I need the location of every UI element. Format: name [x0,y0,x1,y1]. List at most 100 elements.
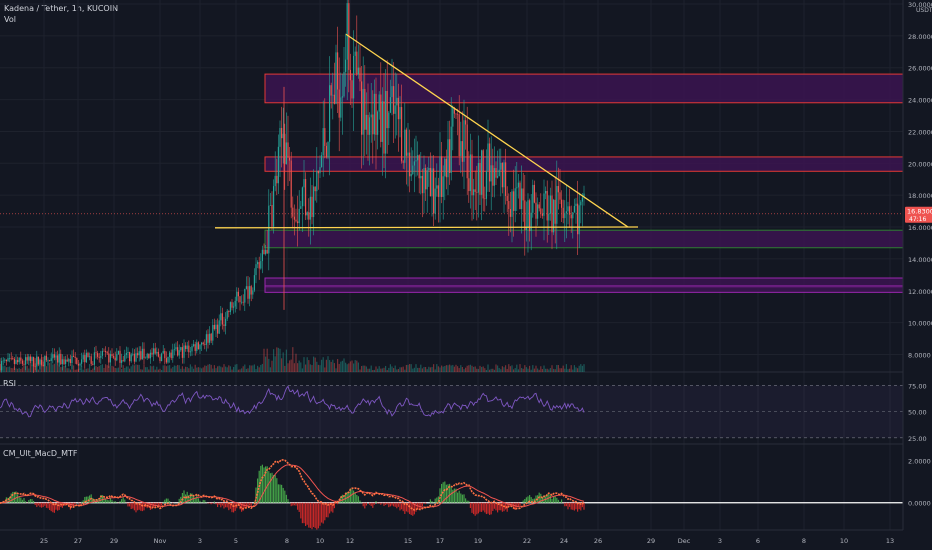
macd-histogram-bar [385,502,387,505]
candle-body [4,359,6,361]
volume-bar [519,364,521,372]
candle-body [31,357,33,361]
macd-histogram-bar [185,494,187,503]
volume-bar [548,369,550,372]
macd-histogram-bar [242,502,244,511]
volume-bar [369,368,371,372]
candle-body [567,206,569,212]
candle-body [357,67,359,75]
macd-histogram-bar [31,499,33,503]
candle-body [431,168,433,197]
macd-histogram-bar [129,502,131,507]
volume-bar [498,367,500,372]
candle-body [439,156,441,197]
volume-bar [489,369,491,372]
macd-histogram-bar [356,495,358,503]
macd-histogram-bar [119,501,121,503]
candle-body [489,143,491,182]
candle-body [133,353,135,362]
candle-body [345,59,347,72]
candle-body [415,160,417,162]
macd-histogram-bar [284,490,286,503]
candle-body [132,353,134,355]
candle-body [273,186,275,227]
candle-body [361,81,363,135]
candle-body [180,347,182,351]
macd-histogram-bar [141,502,143,512]
volume-bar [394,365,396,372]
macd-histogram-bar [372,502,374,508]
macd-histogram-bar [468,500,470,503]
volume-bar [18,367,20,372]
candle-body [492,165,494,186]
candle-body [117,350,119,355]
volume-bar [213,365,215,372]
volume-bar [20,369,22,372]
volume-bar [173,365,175,372]
candle-body [449,139,451,174]
volume-bar [527,368,529,372]
volume-bar [100,364,102,372]
volume-bar [165,366,167,372]
candle-body [213,324,215,330]
volume-bar [111,365,113,372]
macd-histogram-bar [138,502,140,510]
macd-histogram-bar [50,502,52,512]
candle-body [437,185,439,197]
candle-body [108,353,110,363]
macd-histogram-bar [15,491,17,503]
candle-body [298,208,300,224]
macd-histogram-bar [197,498,199,503]
volume-bar [269,367,271,372]
candle-body [522,188,524,201]
candle-body [485,170,487,199]
volume-bar [121,368,123,372]
candle-body [580,201,582,206]
candle-body [391,86,393,98]
macd-histogram-bar [485,502,487,515]
volume-bar [236,364,238,372]
macd-histogram-bar [132,502,134,509]
macd-histogram-bar [500,502,502,511]
volume-bar [28,368,30,372]
volume-bar [191,366,193,372]
candle-body [170,352,172,359]
macd-histogram-bar [233,502,235,513]
time-tick-label: 29 [110,537,118,545]
macd-histogram-bar [167,498,169,503]
candle-body [506,195,508,202]
volume-bar [276,347,278,372]
price-tick-label: 30.0000 [908,1,932,9]
candle-body [101,350,103,356]
macd-histogram-bar [106,499,108,503]
volume-bar [349,361,351,372]
macd-histogram-bar [281,484,283,503]
candle-body [292,207,294,217]
volume-bar [159,368,161,372]
macd-histogram-bar [290,502,292,507]
volume-bar [434,369,436,372]
candle-body [49,360,51,361]
macd-histogram-bar [241,502,243,512]
volume-bar [389,364,391,372]
volume-bar [308,360,310,372]
candle-body [229,302,231,313]
macd-histogram-bar [293,502,295,506]
macd-histogram-bar [404,502,406,514]
volume-bar [468,365,470,372]
macd-histogram-bar [561,499,563,503]
candle-body [20,357,22,361]
volume-bar [317,364,319,372]
time-tick-label: 26 [594,537,602,545]
macd-histogram-bar [55,502,57,510]
macd-histogram-bar [553,496,555,503]
candle-body [516,187,518,189]
macd-histogram-bar [266,466,268,503]
candle-body [303,179,305,188]
candle-body [375,93,377,135]
macd-histogram-bar [249,502,251,506]
macd-histogram-bar [461,494,463,503]
macd-histogram-bar [273,474,275,503]
price-tick-label: 8.0000 [908,351,931,359]
